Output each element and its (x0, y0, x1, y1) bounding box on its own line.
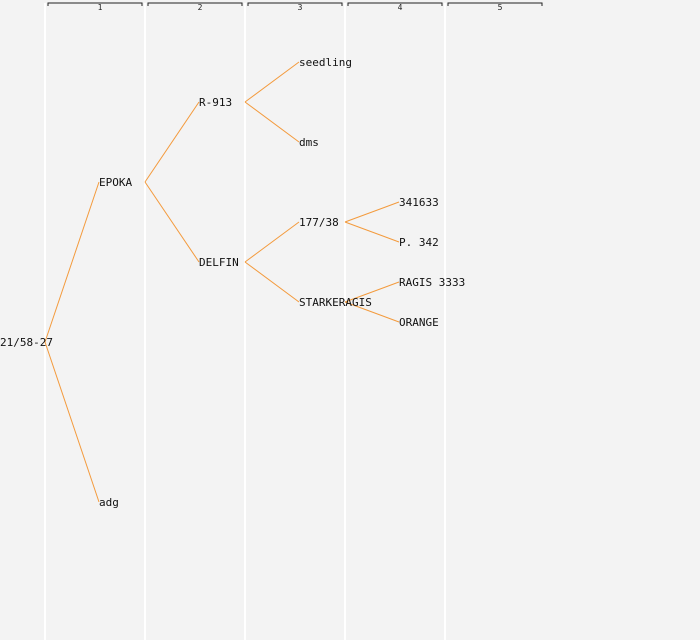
generation-number: 1 (98, 3, 103, 12)
tree-node-label[interactable]: RAGIS 3333 (399, 276, 465, 289)
generation-bracket (247, 2, 343, 6)
tree-node-label[interactable]: R-913 (199, 96, 232, 109)
tree-node-label[interactable]: dms (299, 136, 319, 149)
tree-edge (244, 61, 300, 103)
tree-edge (344, 281, 400, 303)
tree-node-label[interactable]: seedling (299, 56, 352, 69)
tree-node-label[interactable]: 177/38 (299, 216, 339, 229)
generation-number: 4 (398, 3, 403, 12)
tree-edge (344, 221, 400, 243)
tree-edge (244, 221, 300, 263)
tree-edge (144, 101, 200, 183)
tree-nodes: seedling dms R-913 341633 P. 342 177/38 RAGIS … (0, 56, 465, 509)
tree-node-label[interactable]: 341633 (399, 196, 439, 209)
tree-node-label[interactable]: adg (99, 496, 119, 509)
tree-edges (44, 61, 400, 503)
tree-edge (244, 261, 300, 303)
tree-edge (244, 101, 300, 143)
tree-edge (44, 341, 100, 503)
tree-edge (44, 181, 100, 343)
tree-edge (144, 181, 200, 263)
generation-number: 2 (198, 3, 203, 12)
generation-bracket (147, 2, 243, 6)
generation-number: 3 (298, 3, 303, 12)
generation-bracket (47, 2, 143, 6)
tree-edge (344, 201, 400, 223)
tree-node-label[interactable]: 21/58-27 (0, 336, 53, 349)
tree-node-label[interactable]: DELFIN (199, 256, 239, 269)
tree-edge (344, 301, 400, 323)
tree-node-label[interactable]: ORANGE (399, 316, 439, 329)
generation-bracket (347, 2, 443, 6)
generation-headers: 1 2 3 4 5 (47, 2, 543, 12)
generation-columns (44, 3, 446, 640)
tree-node-label[interactable]: STARKERAGIS (299, 296, 372, 309)
generation-bracket (447, 2, 543, 6)
tree-node-label[interactable]: EPOKA (99, 176, 132, 189)
tree-node-label[interactable]: P. 342 (399, 236, 439, 249)
generation-number: 5 (498, 3, 503, 12)
